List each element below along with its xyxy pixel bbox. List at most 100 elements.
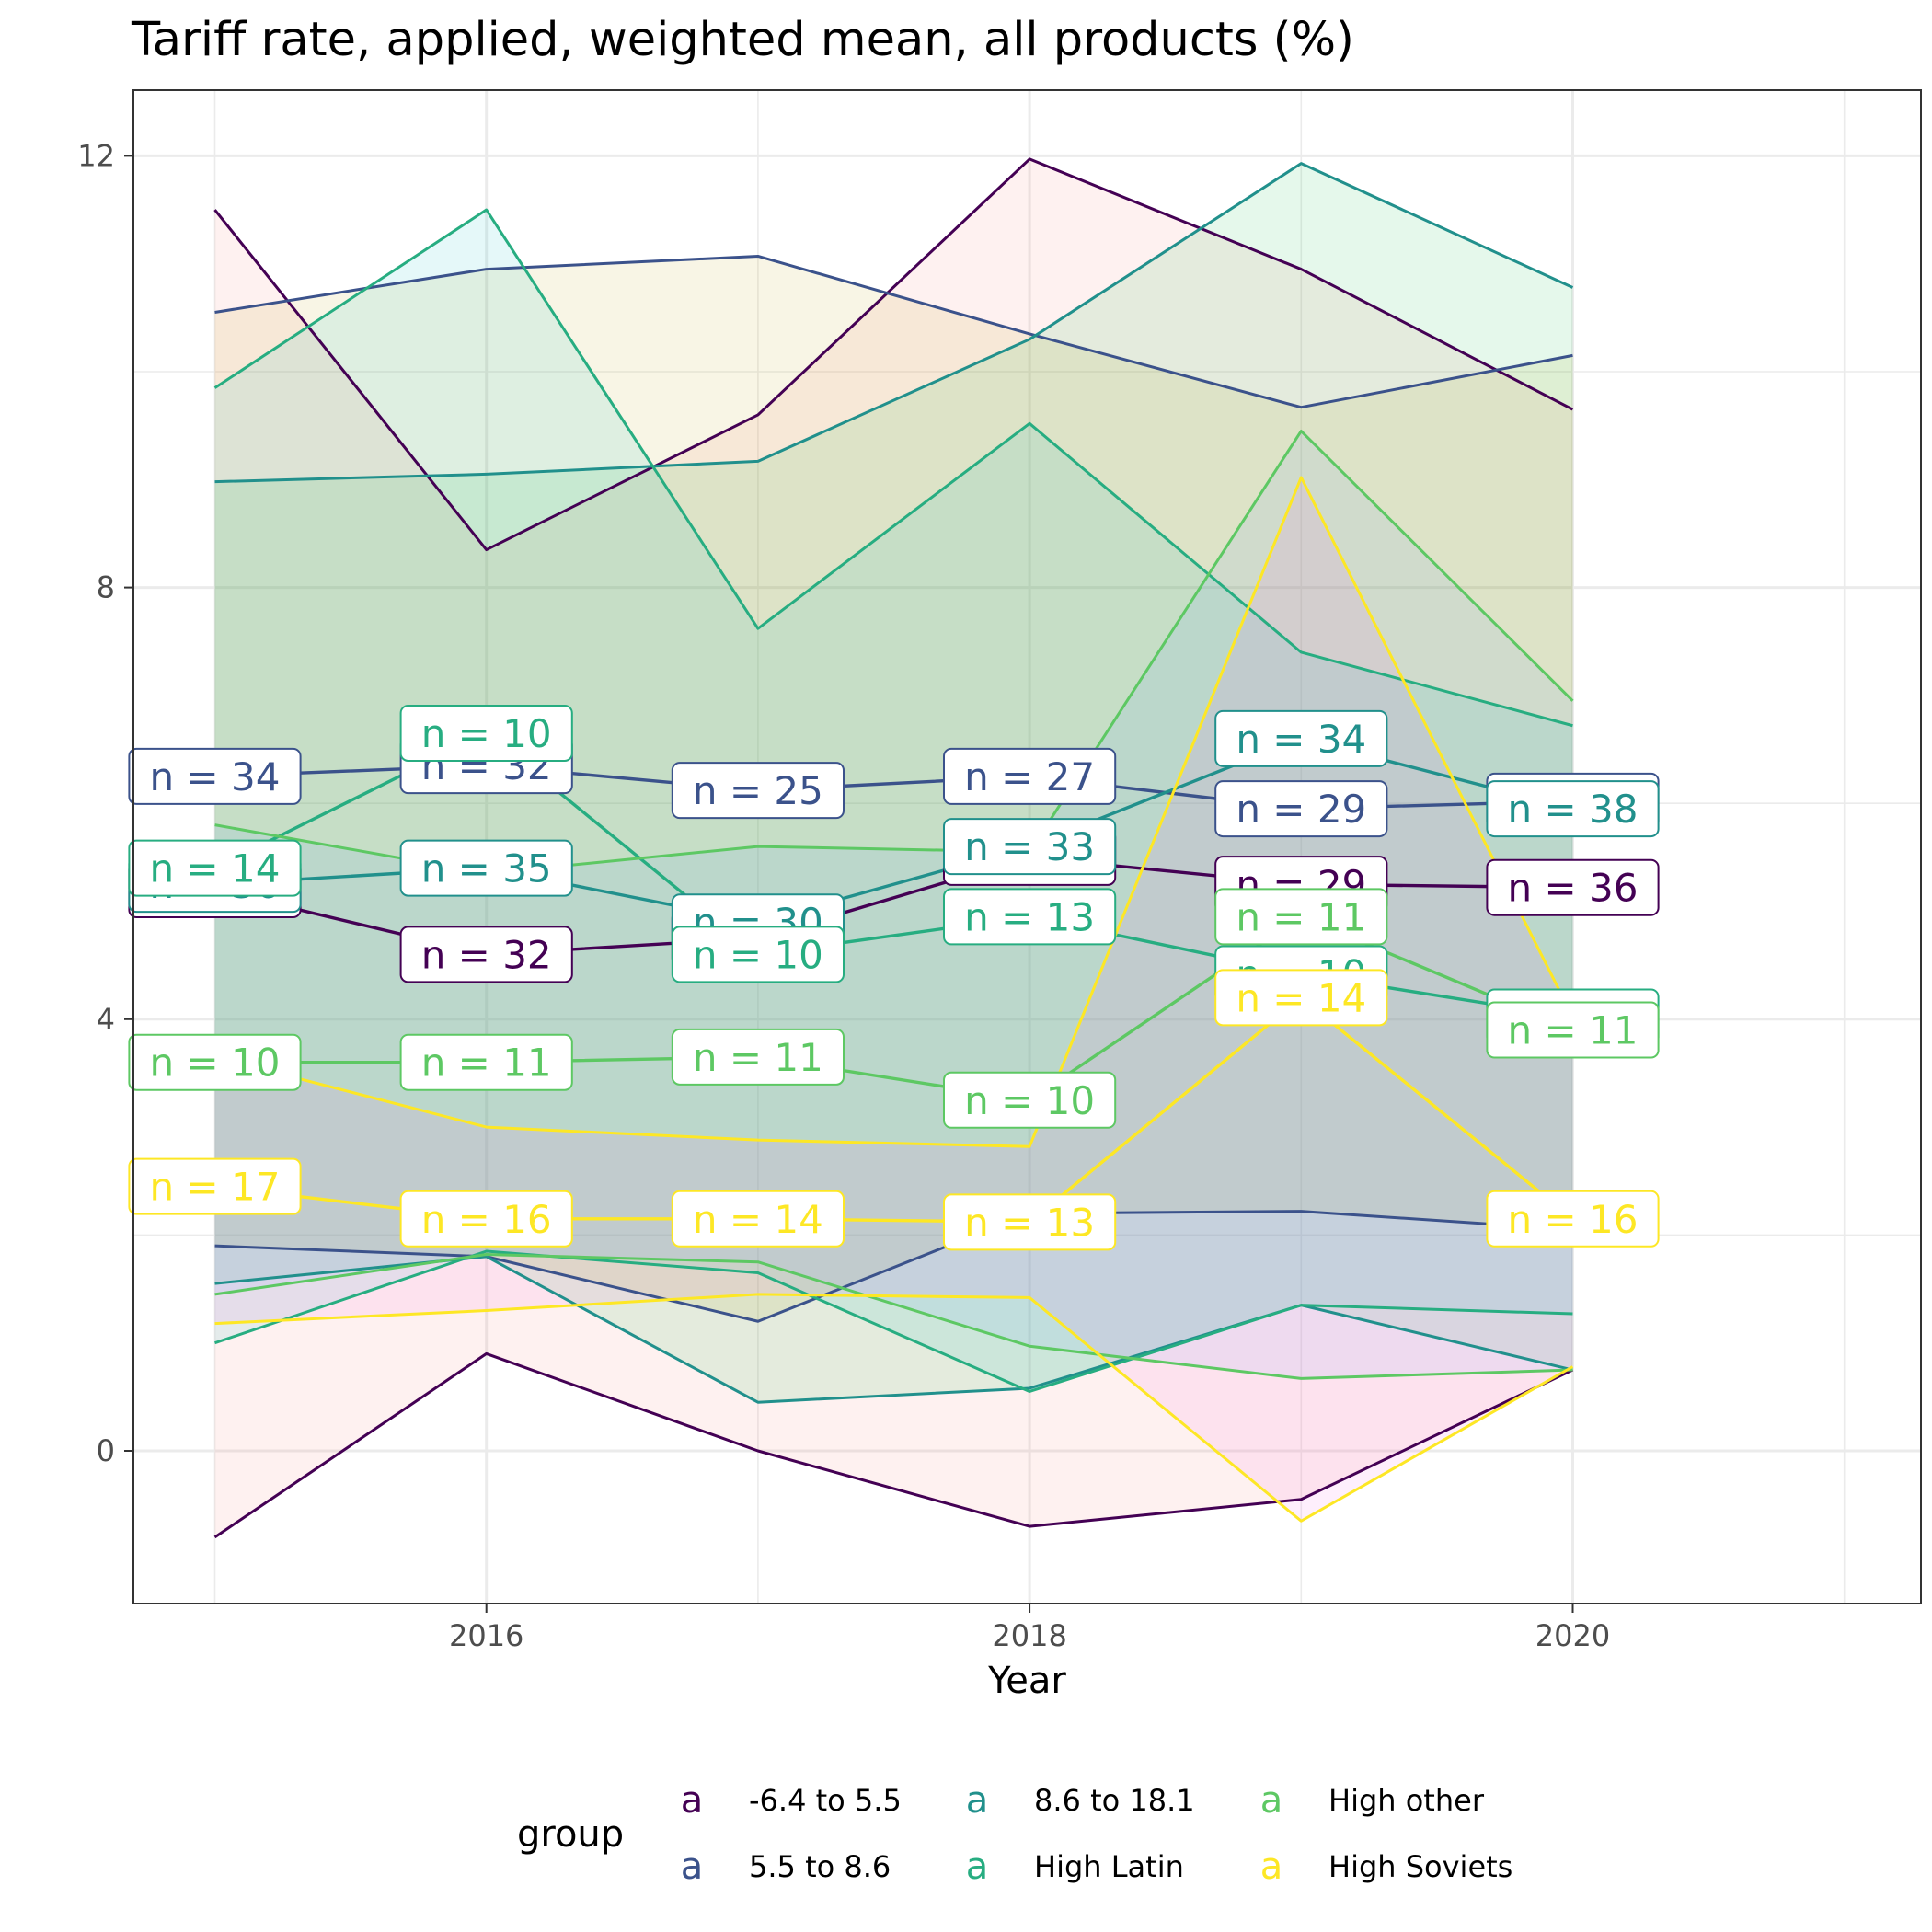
n-label-box (1214, 780, 1388, 838)
axis-ticks: 2016 2018 2020 0 4 8 12 (77, 138, 1610, 1653)
n-label-box (1486, 1190, 1660, 1248)
n-label: n = 14 (1214, 969, 1388, 1027)
legend-item: a 5.5 to 8.6 (681, 1846, 891, 1888)
n-label-box (1214, 888, 1388, 946)
upper-line-series-3 (214, 162, 1574, 484)
n-label-box (1486, 858, 1660, 916)
n-label-box (943, 818, 1117, 876)
n-label-text: n = 11 (1236, 894, 1366, 939)
legend-key: a (966, 1779, 989, 1822)
n-label-box (128, 1033, 302, 1091)
n-label-box (399, 704, 573, 762)
legend: group a -6.4 to 5.5 a 5.5 to 8.6 a 8.6 to 18.1… (517, 1779, 1512, 1888)
upper-line-series-1 (213, 157, 1574, 552)
n-label-text: n = 11 (693, 1035, 823, 1080)
y-tick-label: 4 (97, 1002, 115, 1037)
x-tick-label: 2020 (1535, 1618, 1610, 1653)
n-label-text: n = 32 (421, 932, 552, 977)
n-label-text: n = 10 (421, 711, 552, 756)
n-label-text: n = 38 (1508, 787, 1639, 832)
n-label: n = 10 (943, 1071, 1117, 1129)
legend-label: High other (1328, 1783, 1485, 1818)
n-label: n = 11 (1486, 1001, 1660, 1059)
plot-panel-border (132, 89, 1922, 1604)
legend-item: a -6.4 to 5.5 (681, 1779, 902, 1822)
n-label-text: n = 13 (964, 1200, 1095, 1245)
n-label-text: n = 35 (421, 846, 552, 891)
n-label-text: n = 11 (421, 1041, 552, 1086)
n-label-box (943, 747, 1117, 805)
legend-item: a High Soviets (1260, 1846, 1513, 1888)
n-label-box (128, 1157, 302, 1215)
n-label-box (1486, 780, 1660, 838)
legend-label: High Soviets (1328, 1849, 1512, 1884)
n-label-text: n = 29 (1236, 787, 1366, 832)
n-label-text: n = 11 (1508, 1008, 1639, 1053)
n-label-text: n = 13 (964, 894, 1095, 939)
upper-line-series-6 (214, 476, 1574, 1148)
legend-label: -6.4 to 5.5 (749, 1783, 902, 1818)
n-label: n = 11 (399, 1033, 573, 1091)
n-labels: n = 36n = 32n = 30n = 30n = 29n = 36n = … (128, 704, 1660, 1251)
legend-item: a 8.6 to 18.1 (966, 1779, 1195, 1822)
n-label: n = 10 (128, 1033, 302, 1091)
upper-line-series-4 (213, 208, 1573, 728)
legend-key: a (681, 1846, 704, 1888)
y-tick-label: 8 (97, 570, 115, 605)
legend-key: a (1260, 1846, 1283, 1888)
x-tick-label: 2018 (992, 1618, 1066, 1653)
n-label-text: n = 36 (1508, 866, 1639, 911)
n-label-box (1486, 1001, 1660, 1059)
n-label-box (399, 1190, 573, 1248)
legend-label: High Latin (1034, 1849, 1184, 1884)
legend-label: 5.5 to 8.6 (749, 1849, 891, 1884)
lower-line-series-6 (214, 1293, 1574, 1523)
n-label-box (943, 1193, 1117, 1251)
n-label-box (671, 1028, 845, 1086)
n-label: n = 32 (399, 926, 573, 983)
n-label-text: n = 27 (964, 754, 1095, 799)
n-label: n = 14 (671, 1190, 845, 1248)
n-label-box (671, 1190, 845, 1248)
chart-title: Tariff rate, applied, weighted mean, all… (131, 13, 1354, 67)
legend-key: a (1260, 1779, 1283, 1822)
n-label-box (399, 1033, 573, 1091)
n-label-text: n = 17 (150, 1165, 281, 1210)
lower-line-series-5 (214, 1253, 1573, 1380)
n-label: n = 17 (128, 1157, 302, 1215)
n-label-text: n = 10 (150, 1041, 281, 1086)
n-label: n = 36 (1486, 858, 1660, 916)
upper-line-series-2 (214, 254, 1573, 409)
n-label-text: n = 10 (693, 932, 823, 977)
n-label-text: n = 33 (964, 824, 1095, 869)
n-label: n = 35 (399, 839, 573, 897)
n-label: n = 16 (399, 1190, 573, 1248)
n-label: n = 33 (943, 818, 1117, 876)
legend-title: group (517, 1813, 624, 1856)
n-label: n = 34 (128, 747, 302, 805)
legend-label: 8.6 to 18.1 (1034, 1783, 1195, 1818)
lower-line-series-2 (214, 1210, 1573, 1323)
n-label-box (671, 926, 845, 983)
n-label-text: n = 34 (150, 754, 281, 799)
n-label-box (128, 747, 302, 805)
n-label-box (128, 839, 302, 897)
n-label-box (1214, 969, 1388, 1027)
n-label: n = 34 (1214, 709, 1388, 767)
n-label: n = 10 (671, 926, 845, 983)
ribbon-series-5 (214, 431, 1573, 1379)
n-label-box (943, 888, 1117, 946)
n-label: n = 11 (671, 1028, 845, 1086)
n-label: n = 10 (399, 704, 573, 762)
n-label-text: n = 34 (1236, 717, 1366, 762)
lower-line-series-1 (213, 1351, 1574, 1539)
legend-item: a High Latin (966, 1846, 1184, 1888)
n-label: n = 25 (671, 762, 845, 820)
x-tick-label: 2016 (449, 1618, 523, 1653)
lower-line-series-4 (214, 1249, 1573, 1393)
n-label-box (1214, 709, 1388, 767)
n-label: n = 14 (128, 839, 302, 897)
legend-item: a High other (1260, 1779, 1485, 1822)
n-label: n = 29 (1214, 780, 1388, 838)
